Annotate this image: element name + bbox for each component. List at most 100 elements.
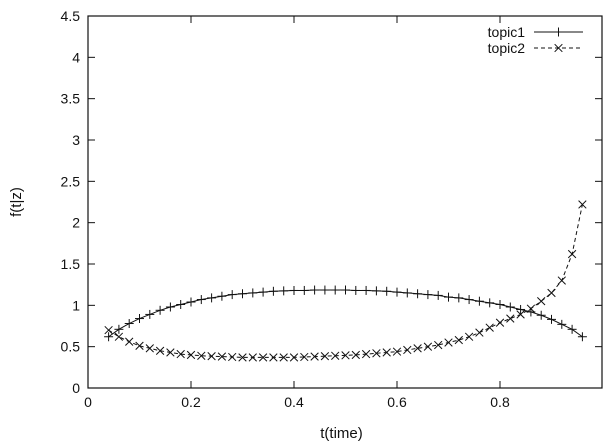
data-point-topic2 bbox=[300, 352, 309, 362]
data-point-topic1 bbox=[495, 300, 505, 310]
data-point-topic2 bbox=[238, 353, 247, 362]
data-point-topic1 bbox=[341, 285, 350, 295]
y-tick-label: 0.5 bbox=[61, 339, 81, 355]
data-point-topic1 bbox=[547, 314, 556, 324]
data-point-topic2 bbox=[320, 351, 330, 361]
data-point-topic1 bbox=[433, 290, 443, 300]
y-tick-label: 4.5 bbox=[61, 8, 81, 24]
y-tick-label: 2 bbox=[72, 215, 80, 231]
data-point-topic2 bbox=[125, 337, 134, 346]
data-point-topic1 bbox=[320, 285, 330, 295]
x-tick-label: 0 bbox=[84, 394, 92, 410]
data-point-topic1 bbox=[464, 295, 474, 305]
data-point-topic1 bbox=[485, 298, 495, 308]
data-point-topic2 bbox=[413, 344, 422, 353]
data-point-topic2 bbox=[155, 346, 165, 355]
data-point-topic1 bbox=[330, 285, 340, 295]
y-tick-label: 3 bbox=[72, 132, 80, 148]
data-point-topic1 bbox=[299, 285, 309, 295]
data-point-topic2 bbox=[269, 353, 278, 362]
data-point-topic2 bbox=[526, 304, 536, 313]
data-point-topic1 bbox=[279, 286, 289, 296]
data-point-topic1 bbox=[268, 286, 278, 296]
data-point-topic1 bbox=[392, 287, 402, 297]
data-point-topic2 bbox=[279, 353, 288, 362]
data-point-topic2 bbox=[176, 349, 185, 359]
data-point-topic2 bbox=[228, 352, 237, 362]
y-tick-label: 3.5 bbox=[61, 91, 81, 107]
data-point-topic2 bbox=[423, 342, 433, 351]
data-point-topic2 bbox=[516, 310, 525, 319]
legend: topic1 topic2 bbox=[488, 24, 583, 56]
data-point-topic1 bbox=[186, 297, 196, 307]
data-point-topic1 bbox=[536, 310, 546, 320]
data-point-topic1 bbox=[371, 286, 381, 296]
data-point-topic1 bbox=[567, 324, 577, 334]
series-layer bbox=[104, 200, 587, 362]
data-point-topic2 bbox=[361, 349, 371, 359]
data-point-topic2 bbox=[248, 353, 257, 362]
data-point-topic1 bbox=[258, 287, 268, 297]
legend-marker-topic2 bbox=[554, 43, 563, 53]
y-tick-label: 4 bbox=[72, 49, 80, 65]
data-point-topic2 bbox=[547, 288, 556, 298]
y-axis-label: f(t|z) bbox=[8, 187, 25, 217]
data-point-topic1 bbox=[351, 285, 361, 295]
y-tick-label: 2.5 bbox=[61, 173, 81, 189]
data-point-topic2 bbox=[289, 353, 299, 362]
legend-label-topic1: topic1 bbox=[488, 24, 526, 40]
data-point-topic1 bbox=[516, 304, 526, 314]
data-point-topic1 bbox=[165, 302, 175, 312]
data-point-topic2 bbox=[258, 353, 268, 362]
data-point-topic2 bbox=[475, 328, 484, 337]
data-point-topic1 bbox=[217, 291, 227, 301]
data-point-topic1 bbox=[402, 288, 412, 298]
y-tick-label: 1 bbox=[72, 297, 80, 313]
y-tick-label: 0 bbox=[72, 380, 80, 396]
data-point-topic2 bbox=[135, 341, 144, 351]
data-point-topic2 bbox=[495, 318, 505, 327]
data-point-topic1 bbox=[176, 300, 186, 310]
x-tick-label: 0.6 bbox=[387, 394, 407, 410]
series-line-topic2 bbox=[108, 204, 583, 358]
data-point-topic1 bbox=[135, 314, 144, 324]
data-point-topic1 bbox=[104, 332, 114, 342]
data-point-topic1 bbox=[413, 289, 423, 299]
x-tick-label: 0.8 bbox=[490, 394, 510, 410]
plot-frame bbox=[87, 15, 603, 389]
data-point-topic1 bbox=[505, 302, 515, 312]
series-topic2 bbox=[104, 200, 587, 362]
data-point-topic2 bbox=[578, 200, 587, 209]
data-point-topic2 bbox=[485, 323, 494, 332]
data-point-topic1 bbox=[114, 324, 124, 334]
data-point-topic2 bbox=[537, 297, 546, 306]
data-point-topic2 bbox=[454, 335, 463, 345]
data-point-topic1 bbox=[227, 290, 237, 300]
data-point-topic1 bbox=[124, 319, 134, 329]
series-line-topic1 bbox=[108, 289, 583, 338]
data-point-topic2 bbox=[372, 349, 381, 358]
data-point-topic2 bbox=[197, 351, 206, 360]
legend-label-topic2: topic2 bbox=[488, 40, 526, 56]
x-tick-label: 0.4 bbox=[284, 394, 304, 410]
data-point-topic1 bbox=[145, 309, 155, 319]
data-point-topic2 bbox=[114, 332, 124, 341]
data-point-topic1 bbox=[444, 292, 453, 302]
data-point-topic1 bbox=[196, 295, 206, 305]
data-point-topic1 bbox=[454, 293, 464, 303]
data-point-topic2 bbox=[104, 325, 113, 335]
x-tick-label: 0.2 bbox=[181, 394, 201, 410]
data-point-topic2 bbox=[217, 352, 227, 361]
data-point-topic2 bbox=[506, 314, 515, 323]
data-point-topic1 bbox=[238, 289, 247, 299]
y-tick-label: 1.5 bbox=[61, 256, 81, 272]
data-point-topic2 bbox=[166, 348, 175, 357]
x-axis-label: t(time) bbox=[320, 425, 363, 441]
data-point-topic2 bbox=[145, 344, 154, 353]
data-point-topic1 bbox=[382, 286, 392, 296]
data-point-topic2 bbox=[351, 350, 360, 360]
data-point-topic2 bbox=[392, 347, 402, 356]
data-point-topic1 bbox=[474, 296, 484, 306]
ticks-layer: 0 0.5 1 1.5 2 2.5 3 3.5 4 4.5 0 0.2 0.4 0.6 0.8 bbox=[61, 8, 602, 410]
